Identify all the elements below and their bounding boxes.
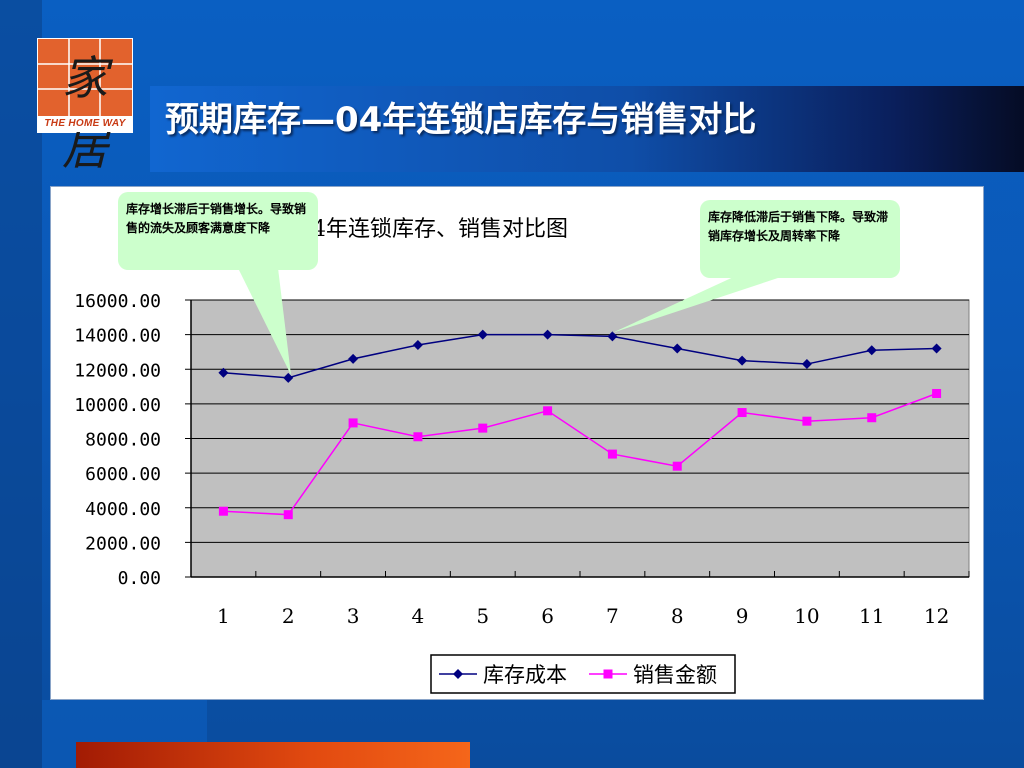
series-1-point — [283, 372, 294, 383]
series-1-point — [218, 367, 229, 378]
series-line-2 — [223, 392, 937, 516]
series-2-point — [283, 510, 293, 520]
callout-inventory-lag-decline: 库存降低滞后于销售下降。导致滞销库存增长及周转率下降 — [700, 200, 900, 278]
series-line-1 — [223, 333, 937, 379]
y-tick-label: 6000.00 — [85, 464, 161, 485]
y-tick-label: 4000.00 — [85, 499, 161, 520]
series-1-point — [931, 343, 942, 354]
series-2-point — [932, 388, 942, 398]
series-2-point — [672, 461, 682, 471]
x-tick-label: 10 — [794, 604, 819, 628]
line-chart: 2004年连锁库存、销售对比图 0.00 2000.00 4000.00 6000.00… — [74, 217, 970, 694]
x-tick-label: 1 — [217, 604, 230, 628]
series-1-point — [672, 343, 683, 354]
legend-marker-sales — [603, 669, 613, 679]
legend — [430, 654, 736, 694]
bottom-accent-bar — [76, 742, 470, 768]
series-1-point — [348, 353, 359, 364]
x-tick-label: 11 — [859, 604, 884, 628]
x-tick-label: 6 — [541, 604, 554, 628]
logo-grid — [38, 39, 132, 116]
series-2-point — [218, 506, 228, 516]
series-1-point — [737, 355, 748, 366]
x-tick-label: 7 — [606, 604, 619, 628]
chart-panel: 2004年连锁库存、销售对比图 0.00 2000.00 4000.00 6000.00… — [50, 186, 984, 700]
x-tick-label: 5 — [476, 604, 489, 628]
series-2-point — [478, 423, 488, 433]
legend-label-inventory: 库存成本 — [483, 663, 567, 687]
logo-text: THE HOME WAY — [38, 116, 132, 132]
y-tick-label: 12000.00 — [74, 360, 161, 381]
series-2-point — [543, 406, 553, 416]
series-2-point — [737, 408, 747, 418]
series-2-point — [607, 449, 617, 459]
y-tick-label: 0.00 — [118, 568, 161, 589]
x-tick-label: 12 — [924, 604, 949, 628]
legend-label-sales: 销售金额 — [633, 663, 717, 687]
x-tick-label: 2 — [282, 604, 295, 628]
series-1-point — [477, 329, 488, 340]
series-2-point — [413, 432, 423, 442]
title-band — [150, 86, 1024, 172]
logo-characters: 家居 — [62, 51, 108, 175]
y-tick-label: 8000.00 — [85, 430, 161, 451]
legend-marker-inventory — [453, 669, 463, 679]
x-tick-label: 4 — [412, 604, 425, 628]
series-1-point — [801, 359, 812, 370]
x-tick-label: 3 — [347, 604, 360, 628]
series-1-point — [412, 340, 423, 351]
x-tick-label: 8 — [671, 604, 684, 628]
series-2-point — [802, 416, 812, 426]
series-2-point — [867, 413, 877, 423]
callout-inventory-lag-growth: 库存增长滞后于销售增长。导致销售的流失及顾客满意度下降 — [118, 192, 318, 270]
left-decor-strip — [0, 0, 42, 768]
home-way-logo: 家居 THE HOME WAY — [37, 38, 133, 175]
x-tick-label: 9 — [736, 604, 749, 628]
y-tick-label: 10000.00 — [74, 395, 161, 416]
y-tick-label: 2000.00 — [85, 533, 161, 554]
y-tick-label: 14000.00 — [74, 326, 161, 347]
series-1-point — [866, 345, 877, 356]
series-2-point — [348, 418, 358, 428]
chart-title: 2004年连锁库存、销售对比图 — [270, 217, 568, 242]
series-1-point — [542, 329, 553, 340]
series-1-point — [607, 331, 618, 342]
slide-title: 预期库存—04年连锁店库存与销售对比 — [165, 100, 757, 140]
y-tick-label: 16000.00 — [74, 291, 161, 312]
